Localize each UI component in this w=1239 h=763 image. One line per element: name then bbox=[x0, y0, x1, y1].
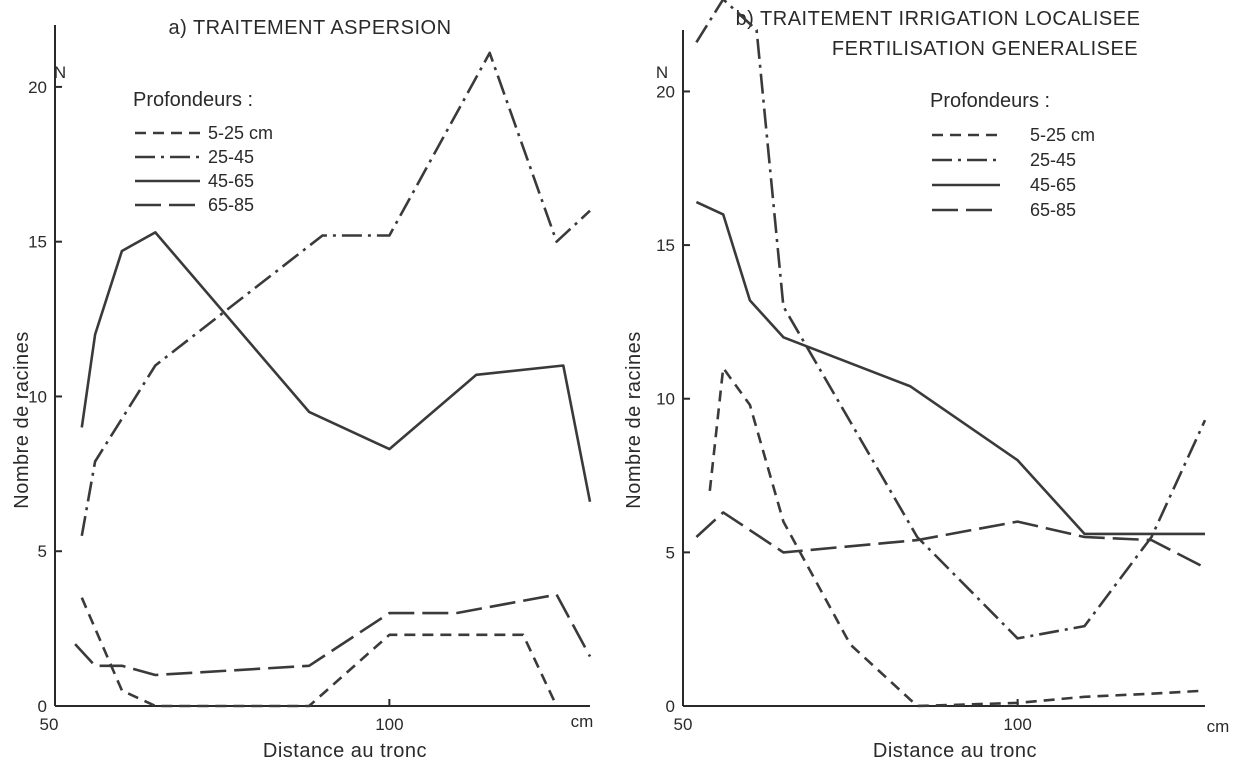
x-tick-label: 50 bbox=[40, 715, 59, 734]
chart-title: b) TRAITEMENT IRRIGATION LOCALISEE bbox=[736, 8, 1141, 30]
x-tick-label: 50 bbox=[674, 715, 693, 734]
legend: Profondeurs : 5-25 cm 25-45 45-65 65-85 bbox=[930, 90, 1095, 220]
y-unit-label: N bbox=[54, 63, 66, 82]
x-axis-label: Distance au tronc bbox=[263, 740, 427, 762]
y-tick-label: 10 bbox=[28, 387, 47, 406]
y-axis-label: Nombre de racines bbox=[623, 331, 645, 508]
y-tick-label: 10 bbox=[656, 390, 675, 409]
y-unit-label: N bbox=[656, 63, 668, 82]
y-tick-label: 20 bbox=[28, 78, 47, 97]
legend-label-4: 65-85 bbox=[1030, 200, 1076, 220]
y-tick-label: 15 bbox=[28, 233, 47, 252]
legend-label-2: 25-45 bbox=[208, 147, 254, 167]
series-line-2 bbox=[695, 0, 1207, 640]
panel-a-aspersion: 0 5 10 15 20 50 100 a) TRAITEMENT ASPERSION Ncm D… bbox=[11, 17, 593, 762]
series-line-1 bbox=[80, 597, 558, 708]
x-tick-label: 100 bbox=[375, 715, 403, 734]
series-line-3 bbox=[80, 231, 592, 502]
y-tick-label: 20 bbox=[656, 82, 675, 101]
y-tick-label: 5 bbox=[38, 542, 47, 561]
y-tick-label: 0 bbox=[38, 697, 47, 716]
panel-b-irrigation-localisee: 0 5 10 15 20 50 100 b) TRAITEMENT IRRIGATION LO… bbox=[623, 0, 1229, 762]
legend-label-2: 25-45 bbox=[1030, 150, 1076, 170]
legend-title: Profondeurs : bbox=[133, 89, 253, 111]
y-tick-label: 5 bbox=[666, 543, 675, 562]
x-tick-label: 100 bbox=[1003, 715, 1031, 734]
chart-subtitle: FERTILISATION GENERALISEE bbox=[832, 38, 1138, 60]
y-tick-label: 15 bbox=[656, 236, 675, 255]
series-line-3 bbox=[695, 200, 1205, 536]
series-line-4 bbox=[74, 593, 592, 677]
y-axis-label: Nombre de racines bbox=[11, 331, 33, 508]
series-line-1 bbox=[708, 366, 1206, 708]
legend-label-1: 5-25 cm bbox=[208, 123, 273, 143]
legend-title: Profondeurs : bbox=[930, 90, 1050, 112]
legend-label-1: 5-25 cm bbox=[1030, 125, 1095, 145]
legend-label-3: 45-65 bbox=[208, 171, 254, 191]
chart-title: a) TRAITEMENT ASPERSION bbox=[168, 17, 451, 39]
legend-label-4: 65-85 bbox=[208, 195, 254, 215]
legend-label-3: 45-65 bbox=[1030, 175, 1076, 195]
x-unit-label: cm bbox=[1207, 717, 1230, 736]
series-line-2 bbox=[80, 51, 591, 537]
x-unit-label: cm bbox=[571, 712, 594, 731]
y-tick-label: 0 bbox=[666, 697, 675, 716]
legend: Profondeurs : 5-25 cm 25-45 45-65 65-85 bbox=[133, 89, 273, 215]
x-axis-label: Distance au tronc bbox=[873, 740, 1037, 762]
series-line-4 bbox=[695, 511, 1206, 569]
